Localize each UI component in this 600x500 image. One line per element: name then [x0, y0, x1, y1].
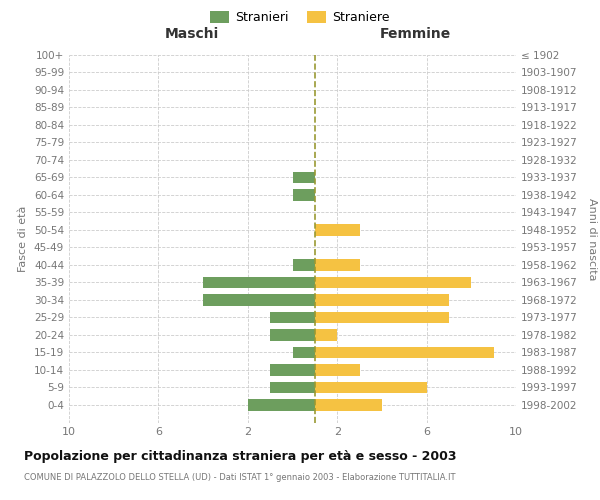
Bar — [270, 382, 315, 393]
Legend: Stranieri, Straniere: Stranieri, Straniere — [205, 6, 395, 29]
Bar — [315, 276, 472, 288]
Bar — [270, 364, 315, 376]
Bar — [315, 364, 359, 376]
Text: Popolazione per cittadinanza straniera per età e sesso - 2003: Popolazione per cittadinanza straniera p… — [24, 450, 457, 463]
Bar — [315, 382, 427, 393]
Bar — [293, 190, 315, 200]
Bar — [293, 259, 315, 270]
Bar — [315, 294, 449, 306]
Bar — [293, 346, 315, 358]
Bar — [315, 312, 449, 323]
Bar — [315, 346, 494, 358]
Bar — [315, 329, 337, 340]
Bar — [248, 399, 315, 410]
Bar — [203, 276, 315, 288]
Text: Femmine: Femmine — [380, 27, 451, 41]
Bar — [293, 172, 315, 183]
Bar — [315, 399, 382, 410]
Bar — [203, 294, 315, 306]
Bar — [270, 329, 315, 340]
Y-axis label: Anni di nascita: Anni di nascita — [587, 198, 597, 280]
Y-axis label: Fasce di età: Fasce di età — [19, 206, 28, 272]
Text: COMUNE DI PALAZZOLO DELLO STELLA (UD) - Dati ISTAT 1° gennaio 2003 - Elaborazion: COMUNE DI PALAZZOLO DELLO STELLA (UD) - … — [24, 472, 455, 482]
Bar — [315, 224, 359, 235]
Text: Maschi: Maschi — [165, 27, 219, 41]
Bar — [315, 259, 359, 270]
Bar — [270, 312, 315, 323]
